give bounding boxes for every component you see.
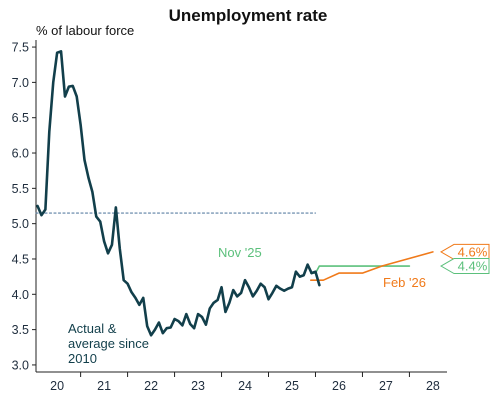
x-tick-label: 24 (238, 379, 252, 393)
chart-title: Unemployment rate (169, 6, 328, 25)
series-line-nov25 (309, 265, 411, 274)
x-tick-label: 28 (426, 379, 440, 393)
y-tick-label: 7.0 (12, 76, 29, 90)
feb-26-end-label-text: 4.6% (458, 244, 488, 259)
feb-26-end-label-box (439, 243, 490, 260)
x-tick-label: 26 (332, 379, 346, 393)
annotations: Actual & average since 2010 Nov '25 Feb '26 4… (68, 243, 490, 366)
nov-25-end-label-text: 4.4% (458, 259, 488, 274)
actual-average-label: Actual & average since 2010 (68, 321, 149, 366)
y-tick-label: 4.0 (12, 288, 29, 302)
series-group (35, 49, 434, 337)
x-tick-label: 23 (191, 379, 205, 393)
nov-25-label: Nov '25 (218, 245, 262, 260)
x-tick-label: 20 (50, 379, 64, 393)
actual-average-label-line: Actual & (68, 321, 117, 336)
axes: 3.0 3.5 4.0 4.5 5.0 5.5 6.0 6.5 7.0 7.5 20 21 22 23 24… (12, 40, 447, 393)
series-line-actual (36, 49, 321, 337)
y-axis-label: % of labour force (36, 23, 134, 38)
y-tick-label: 7.5 (12, 41, 29, 55)
x-tick-label: 25 (285, 379, 299, 393)
actual-average-label-line: 2010 (68, 351, 97, 366)
y-tick-label: 6.0 (12, 147, 29, 161)
y-tick-label: 3.5 (12, 323, 29, 337)
series-line-feb26 (309, 251, 434, 281)
y-tick-label: 5.5 (12, 182, 29, 196)
feb-26-label: Feb '26 (383, 275, 426, 290)
y-tick-label: 4.5 (12, 252, 29, 266)
x-tick-label: 21 (97, 379, 111, 393)
y-tick-label: 3.0 (12, 358, 29, 372)
nov-25-end-label-box (439, 258, 490, 275)
y-tick-label: 6.5 (12, 111, 29, 125)
x-tick-label: 27 (379, 379, 393, 393)
y-tick-label: 5.0 (12, 217, 29, 231)
x-tick-label: 22 (144, 379, 158, 393)
actual-average-label-line: average since (68, 336, 149, 351)
